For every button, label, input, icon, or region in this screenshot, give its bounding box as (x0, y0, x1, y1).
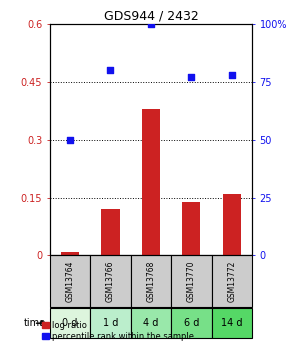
Point (149, 21, 153, 27)
Bar (212, 256, 252, 307)
Bar (182, 201, 200, 256)
Bar (50, 308, 90, 338)
Point (189, 75, 194, 80)
Text: time: time (23, 318, 46, 328)
Text: 6 d: 6 d (184, 318, 199, 328)
Bar (90, 256, 131, 307)
Bar (212, 308, 252, 338)
Text: GSM13768: GSM13768 (146, 260, 155, 302)
Text: GSM13764: GSM13764 (66, 260, 74, 302)
Text: 0 d: 0 d (62, 318, 78, 328)
Bar (101, 209, 120, 256)
Text: 1 d: 1 d (103, 318, 118, 328)
Text: 4 d: 4 d (143, 318, 159, 328)
Bar (171, 308, 212, 338)
Point (108, 68, 113, 73)
Text: GSM13766: GSM13766 (106, 260, 115, 302)
Text: 14 d: 14 d (221, 318, 243, 328)
Bar (61, 252, 79, 256)
Bar (50, 256, 90, 307)
Bar (131, 256, 171, 307)
Point (68, 137, 72, 142)
Text: GSM13772: GSM13772 (227, 260, 236, 302)
Bar (142, 109, 160, 256)
Bar (223, 194, 241, 256)
Title: GDS944 / 2432: GDS944 / 2432 (103, 10, 198, 23)
Legend: log ratio, percentile rank within the sample: log ratio, percentile rank within the sa… (42, 321, 194, 341)
Text: GSM13770: GSM13770 (187, 260, 196, 302)
Point (229, 72, 234, 78)
Bar (131, 308, 171, 338)
Bar (171, 256, 212, 307)
Bar (90, 308, 131, 338)
